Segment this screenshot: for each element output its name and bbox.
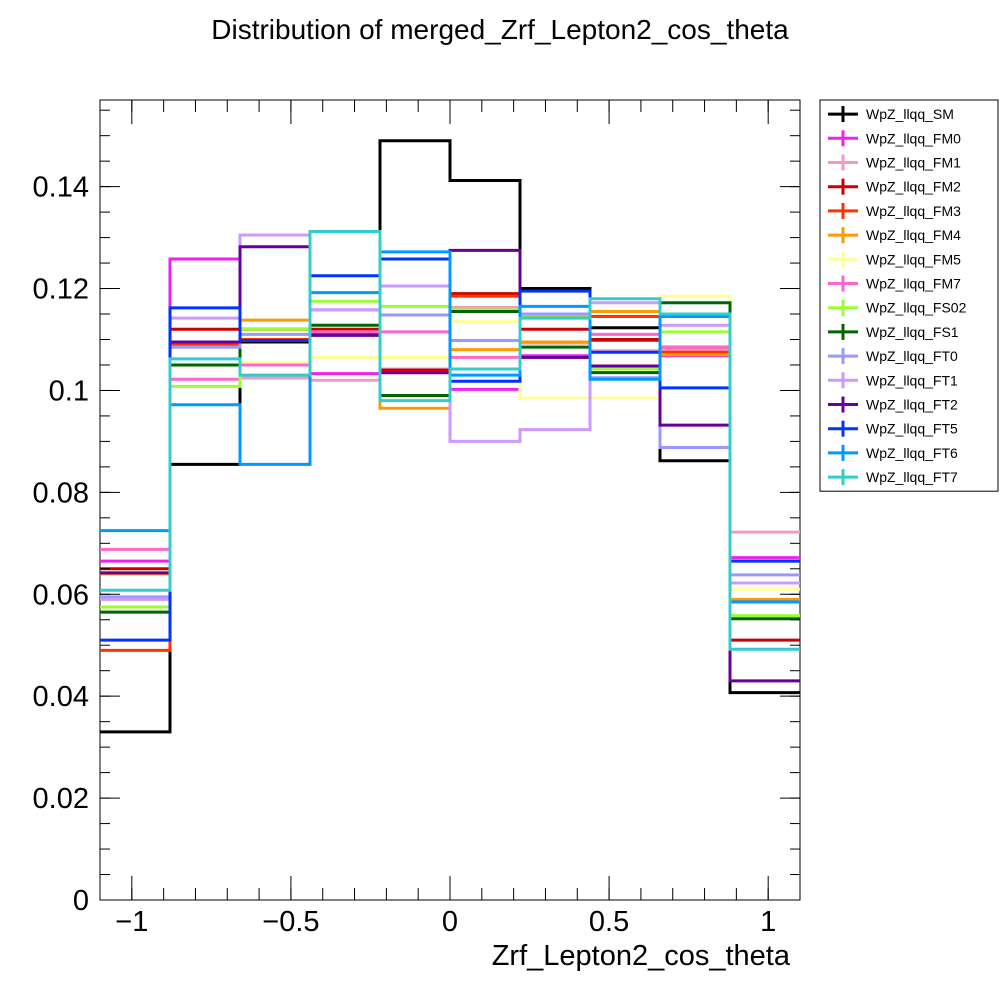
legend-entry-wpz-llqq-fm4: WpZ_llqq_FM4 — [828, 227, 961, 244]
y-tick-label: 0.08 — [33, 477, 89, 509]
legend-entry-wpz-llqq-ft7: WpZ_llqq_FT7 — [828, 469, 958, 486]
legend-entry-wpz-llqq-fm3: WpZ_llqq_FM3 — [828, 202, 961, 219]
y-tick-label: 0.12 — [33, 274, 89, 306]
y-tick-label: 0.14 — [33, 172, 89, 204]
legend-label: WpZ_llqq_FM4 — [866, 227, 961, 243]
legend-entry-wpz-llqq-ft2: WpZ_llqq_FT2 — [828, 396, 958, 413]
y-tick-label: 0.04 — [33, 681, 89, 713]
series-wpz-llqq-ft7-line — [100, 229, 800, 651]
legend-entry-wpz-llqq-fs1: WpZ_llqq_FS1 — [828, 323, 959, 340]
x-tick-label: 0 — [442, 906, 458, 938]
y-tick-label: 0.06 — [33, 579, 89, 611]
x-axis-title: Zrf_Lepton2_cos_theta — [492, 940, 791, 972]
plot-frame — [99, 99, 801, 901]
legend-entry-wpz-llqq-sm: WpZ_llqq_SM — [828, 106, 954, 123]
legend-box — [819, 99, 999, 492]
y-tick-label: 0.1 — [49, 375, 89, 407]
x-tick-label: 0.5 — [589, 906, 629, 938]
legend-label: WpZ_llqq_FT7 — [866, 469, 958, 485]
legend-label: WpZ_llqq_FS1 — [866, 324, 959, 340]
legend-entry-wpz-llqq-fs02: WpZ_llqq_FS02 — [828, 299, 967, 316]
legend-label: WpZ_llqq_FM2 — [866, 179, 961, 195]
legend-label: WpZ_llqq_FM0 — [866, 130, 961, 146]
legend-entry-wpz-llqq-ft5: WpZ_llqq_FT5 — [828, 420, 958, 437]
legend-entry-wpz-llqq-ft6: WpZ_llqq_FT6 — [828, 444, 958, 461]
legend-label: WpZ_llqq_FS02 — [866, 300, 967, 316]
legend-entry-wpz-llqq-ft1: WpZ_llqq_FT1 — [828, 372, 958, 389]
legend-label: WpZ_llqq_FT0 — [866, 348, 958, 364]
series-layer — [100, 139, 800, 734]
legend-entry-wpz-llqq-ft0: WpZ_llqq_FT0 — [828, 348, 958, 365]
legend-label: WpZ_llqq_SM — [866, 106, 954, 122]
legend-label: WpZ_llqq_FM1 — [866, 155, 961, 171]
y-tick-label: 0 — [73, 885, 89, 917]
x-tick-label: −0.5 — [262, 906, 319, 938]
legend-label: WpZ_llqq_FT1 — [866, 372, 958, 388]
legend-entry-wpz-llqq-fm0: WpZ_llqq_FM0 — [828, 130, 961, 147]
legend-label: WpZ_llqq_FT2 — [866, 397, 958, 413]
legend-entry-wpz-llqq-fm2: WpZ_llqq_FM2 — [828, 178, 961, 195]
series-wpz-llqq-ft6-line — [100, 250, 800, 604]
legend-label: WpZ_llqq_FM3 — [866, 203, 961, 219]
legend-label: WpZ_llqq_FT6 — [866, 445, 958, 461]
legend-label: WpZ_llqq_FM5 — [866, 251, 961, 267]
legend-label: WpZ_llqq_FM7 — [866, 276, 961, 292]
x-tick-label: 1 — [760, 906, 776, 938]
chart-title: Distribution of merged_Zrf_Lepton2_cos_t… — [211, 14, 789, 45]
legend-entry-wpz-llqq-fm7: WpZ_llqq_FM7 — [828, 275, 961, 292]
axes-layer: 0 0.02 0.04 0.06 0.08 0.1 0.12 0.14 −1 −0.5 0 0.5 1 — [33, 100, 801, 938]
legend-entry-wpz-llqq-fm5: WpZ_llqq_FM5 — [828, 251, 961, 268]
legend-entry-wpz-llqq-fm1: WpZ_llqq_FM1 — [828, 154, 961, 171]
y-tick-label: 0.02 — [33, 783, 89, 815]
x-tick-label: −1 — [115, 906, 148, 938]
legend: WpZ_llqq_SM WpZ_llqq_FM0 WpZ_llqq_FM1 WpZ_l… — [819, 99, 999, 492]
legend-label: WpZ_llqq_FT5 — [866, 421, 958, 437]
